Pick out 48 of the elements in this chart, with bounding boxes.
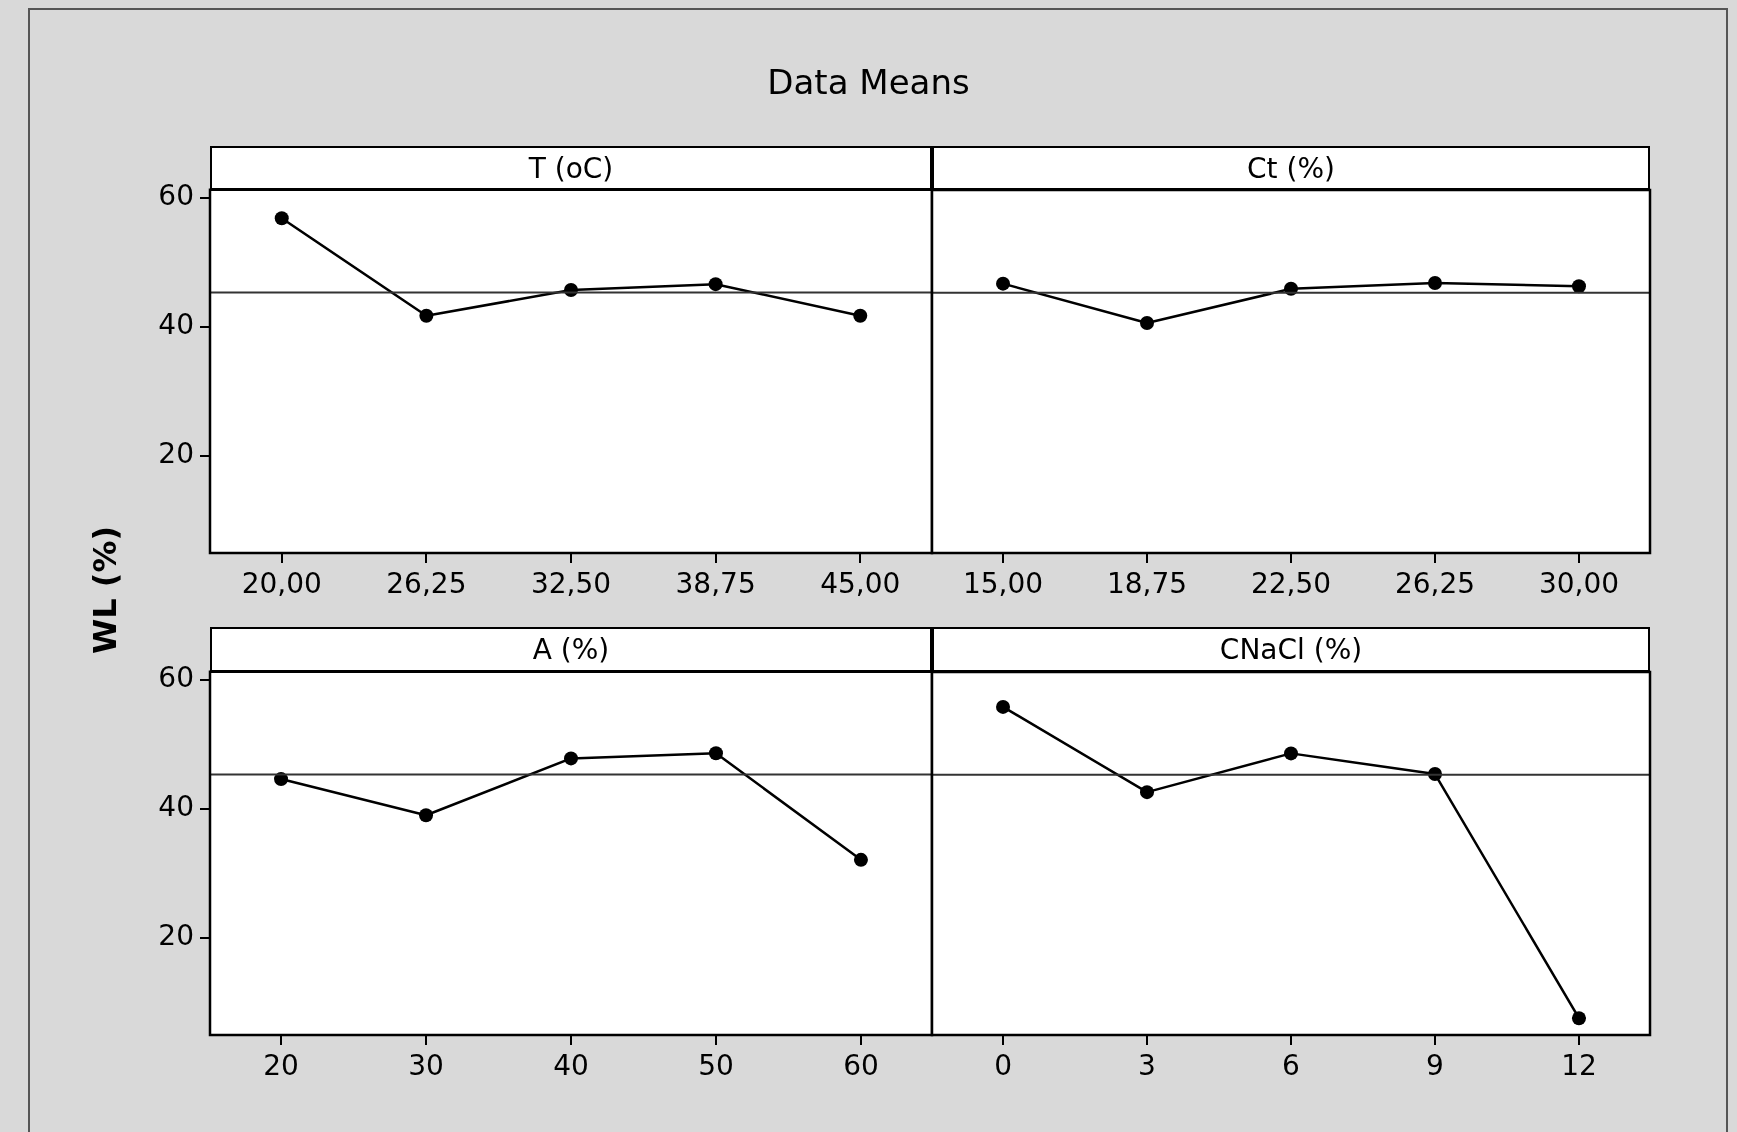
chart-subtitle: Ct (%) (932, 146, 1650, 190)
point (708, 277, 723, 292)
point (419, 309, 434, 324)
y-tick-label: 40 (158, 308, 194, 342)
y-tick-label: 60 (158, 661, 194, 695)
x-tick-label: 9 (1426, 1049, 1444, 1083)
y-axis-title: WL (%) (86, 525, 124, 655)
chart-subtitle: A (%) (210, 627, 932, 672)
x-tick-label: 3 (1138, 1049, 1156, 1083)
y-tick-label: 40 (158, 790, 194, 824)
x-tick-label: 26,25 (1394, 567, 1476, 601)
x-tick-label: 20 (263, 1049, 299, 1083)
y-tick-label: 20 (158, 437, 194, 471)
x-tick-label: 6 (1282, 1049, 1300, 1083)
point (1140, 785, 1155, 800)
x-tick-label: 50 (698, 1049, 734, 1083)
x-tick-label: 40 (553, 1049, 589, 1083)
point (274, 211, 289, 226)
x-tick-label: 22,50 (1250, 567, 1332, 601)
x-tick-label: 45,00 (820, 567, 901, 601)
x-tick-label: 32,50 (530, 567, 612, 601)
point (1140, 316, 1155, 331)
chart-subtitle: T (oC) (210, 146, 932, 190)
point (564, 751, 578, 766)
x-tick-label: 12 (1561, 1049, 1597, 1083)
point (853, 309, 868, 324)
x-tick-label: 0 (994, 1049, 1012, 1083)
x-tick-label: 60 (843, 1049, 879, 1083)
chart-subtitle: CNaCl (%) (932, 627, 1650, 672)
point (1284, 746, 1298, 761)
x-tick-label: 38,75 (675, 567, 756, 601)
chart-title: Data Means (766, 62, 971, 102)
point (853, 853, 868, 868)
point (708, 746, 723, 761)
y-tick-label: 20 (158, 919, 194, 953)
point (996, 276, 1011, 291)
point (1571, 279, 1586, 294)
x-tick-label: 15,00 (962, 567, 1044, 601)
x-tick-label: 18,75 (1106, 567, 1188, 601)
point (1427, 276, 1442, 291)
point (419, 808, 434, 823)
point (996, 699, 1011, 714)
x-tick-label: 20,00 (241, 567, 322, 601)
x-tick-label: 26,25 (386, 567, 467, 601)
y-tick-label: 60 (158, 179, 194, 213)
point (1571, 1011, 1586, 1026)
x-tick-label: 30 (408, 1049, 444, 1083)
x-tick-label: 30,00 (1538, 567, 1620, 601)
